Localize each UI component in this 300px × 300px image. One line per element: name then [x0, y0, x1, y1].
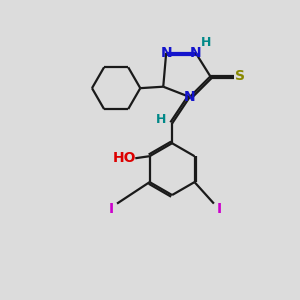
Text: HO: HO — [113, 151, 137, 165]
Text: N: N — [184, 90, 196, 104]
Text: N: N — [160, 46, 172, 60]
Text: I: I — [109, 202, 114, 216]
Text: N: N — [190, 46, 202, 60]
Text: H: H — [201, 36, 211, 49]
Text: H: H — [156, 113, 166, 127]
Text: I: I — [217, 202, 222, 216]
Text: S: S — [236, 69, 245, 83]
